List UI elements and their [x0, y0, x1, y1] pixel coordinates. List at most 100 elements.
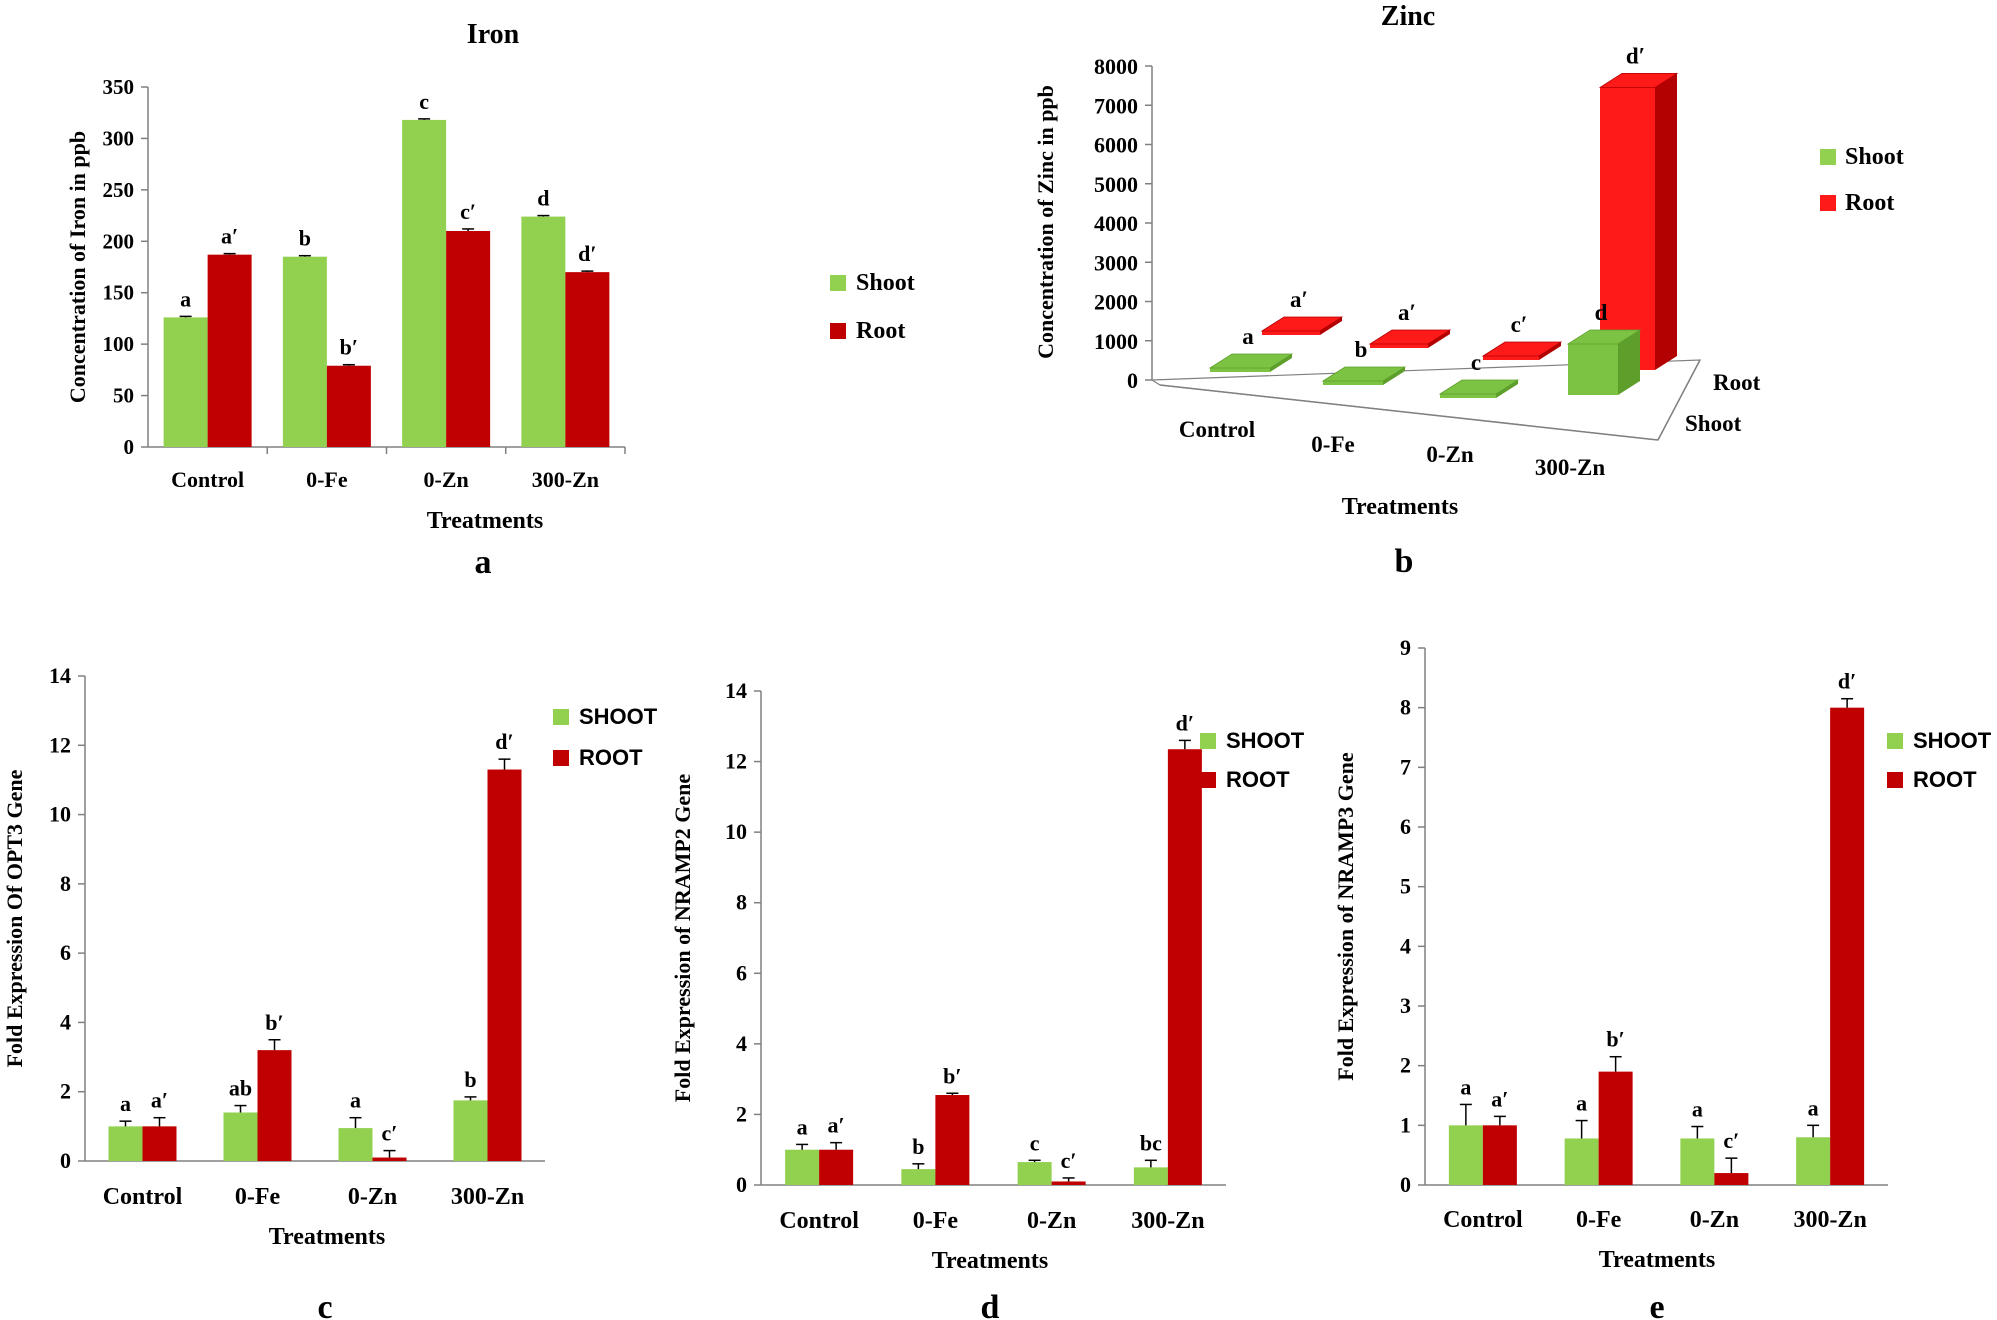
bar-root: [1830, 707, 1865, 1185]
significance-label: c′: [1511, 312, 1528, 337]
x-tick-label: Control: [171, 467, 244, 492]
significance-label: a: [1692, 1097, 1703, 1122]
significance-label: b: [912, 1134, 924, 1159]
y-tick-label: 12: [725, 749, 747, 774]
y-tick-label: 6: [736, 960, 747, 985]
significance-label: a′: [828, 1113, 845, 1138]
x-tick-label: 0-Zn: [1426, 442, 1474, 467]
significance-label: c′: [382, 1121, 398, 1146]
significance-label: b′: [1606, 1027, 1624, 1052]
y-axis-title: Concentration of Iron in ppb: [65, 131, 90, 403]
significance-label: c: [1030, 1130, 1040, 1155]
y-axis-title: Fold Expression of NRAMP2 Gene: [670, 774, 695, 1103]
x-axis-title: Treatments: [427, 508, 543, 534]
x-tick-label: 0-Fe: [913, 1208, 959, 1234]
y-tick-label: 2: [60, 1079, 71, 1104]
significance-label: c′: [1723, 1128, 1739, 1153]
bar-shoot: [1210, 368, 1270, 372]
bar-side-face: [1428, 330, 1450, 348]
y-tick-label: 3000: [1094, 250, 1138, 275]
bar-shoot: [338, 1128, 373, 1161]
x-tick-label: 0-Fe: [1311, 432, 1354, 457]
y-tick-label: 1000: [1094, 329, 1138, 354]
legend-swatch: [553, 709, 569, 725]
y-axis-title: Fold Expression of NRAMP3 Gene: [1333, 752, 1358, 1081]
bar-shoot: [1017, 1162, 1052, 1185]
bar-side-face: [1539, 342, 1561, 360]
significance-label: b′: [943, 1063, 961, 1088]
x-tick-label: 300-Zn: [1131, 1208, 1204, 1234]
bar-side-face: [1320, 317, 1342, 335]
y-tick-label: 0: [1400, 1172, 1411, 1197]
bar-shoot: [1680, 1138, 1715, 1185]
x-tick-label: 300-Zn: [1793, 1207, 1866, 1233]
legend-swatch: [830, 275, 846, 291]
legend-label: SHOOT: [1913, 728, 1992, 753]
significance-label: d′: [1626, 43, 1645, 68]
legend-label: SHOOT: [1226, 728, 1305, 753]
y-tick-label: 200: [103, 229, 135, 253]
bar-shoot: [785, 1149, 820, 1185]
legend-label: ROOT: [1913, 767, 1977, 792]
y-tick-label: 12: [49, 732, 71, 757]
panel-label: b: [1395, 543, 1414, 580]
bar-root: [1600, 87, 1655, 371]
y-tick-label: 6000: [1094, 133, 1138, 158]
x-tick-label: Control: [1443, 1207, 1523, 1233]
legend-label: Shoot: [1845, 144, 1904, 170]
bar-shoot: [402, 119, 447, 448]
y-tick-label: 10: [49, 802, 71, 827]
legend-swatch: [1200, 772, 1216, 788]
y-tick-label: 8: [1400, 695, 1411, 720]
bar-top-face: [1260, 316, 1344, 332]
legend-label: Root: [856, 318, 905, 344]
y-tick-label: 150: [103, 281, 135, 305]
bar-root: [1051, 1181, 1086, 1185]
bar-shoot: [901, 1169, 936, 1185]
bar-root: [1482, 1125, 1517, 1185]
legend-label: ROOT: [579, 745, 643, 770]
panel-label: d: [981, 1289, 1000, 1320]
y-tick-label: 4: [736, 1031, 747, 1056]
bar-root: [142, 1126, 177, 1161]
significance-label: c: [1471, 350, 1481, 375]
y-tick-label: 4: [60, 1009, 71, 1034]
x-tick-label: 0-Fe: [235, 1184, 281, 1210]
y-tick-label: 2000: [1094, 290, 1138, 315]
legend-label: Shoot: [856, 270, 915, 296]
y-tick-label: 6: [60, 940, 71, 965]
y-tick-label: 2: [1400, 1053, 1411, 1078]
bar-root: [1370, 344, 1428, 348]
y-tick-label: 350: [103, 75, 135, 99]
x-axis-title: Treatments: [1342, 494, 1458, 520]
bar-side-face: [1383, 367, 1405, 385]
bar-shoot: [521, 216, 566, 447]
significance-label: a: [120, 1091, 131, 1116]
x-axis-title: Treatments: [932, 1248, 1048, 1274]
bar-top-face: [1208, 353, 1294, 369]
legend-swatch: [1200, 733, 1216, 749]
x-tick-label: 0-Zn: [424, 467, 469, 492]
y-tick-label: 14: [49, 663, 71, 688]
legend-swatch: [1820, 195, 1836, 211]
y-tick-label: 300: [103, 126, 135, 150]
chart-title: Iron: [467, 19, 520, 50]
significance-label: a: [180, 286, 191, 311]
bar-shoot: [1796, 1137, 1831, 1185]
x-tick-label: 300-Zn: [1535, 455, 1606, 480]
bar-top-face: [1321, 366, 1407, 382]
y-tick-label: 6: [1400, 814, 1411, 839]
y-tick-label: 7000: [1094, 93, 1138, 118]
y-tick-label: 8: [60, 871, 71, 896]
bar-root: [207, 254, 252, 447]
x-axis-title: Treatments: [1599, 1247, 1715, 1273]
y-tick-label: 5000: [1094, 172, 1138, 197]
bar-root: [257, 1050, 292, 1161]
significance-label: a: [1242, 324, 1254, 349]
panel-label: e: [1649, 1289, 1664, 1320]
x-axis-title: Treatments: [269, 1224, 385, 1250]
y-tick-label: 2: [736, 1101, 747, 1126]
